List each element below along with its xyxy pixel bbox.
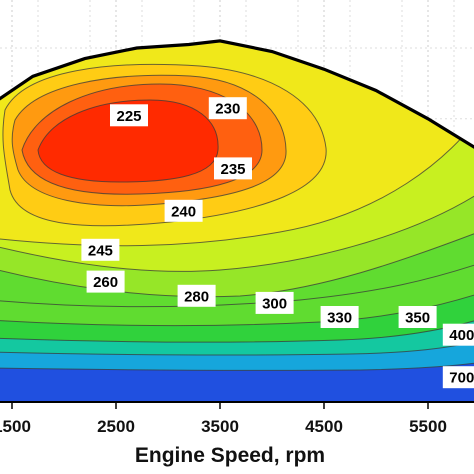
contour-line-230	[21, 83, 263, 195]
contour-label-text: 400	[449, 327, 474, 344]
contour-label-330: 330	[320, 306, 359, 328]
contour-label-box	[214, 157, 252, 180]
contour-line-280	[0, 40, 474, 298]
contour-label-280: 280	[177, 284, 216, 307]
contour-isolines	[0, 40, 474, 403]
contour-label-245: 245	[81, 238, 120, 261]
x-tick-label: 2500	[97, 417, 135, 436]
contour-label-text: 230	[215, 101, 240, 118]
contour-label-text: 225	[116, 108, 141, 125]
contour-label-box	[442, 323, 474, 346]
contour-label-text: 330	[327, 310, 352, 327]
contour-label-text: 240	[171, 203, 196, 220]
contour-label-box	[398, 306, 437, 328]
contour-label-text: 280	[184, 288, 209, 305]
contour-line-300	[0, 261, 474, 403]
contour-line-330	[0, 291, 474, 403]
contour-label-700: 700	[442, 366, 474, 389]
contour-label-text: 245	[88, 242, 113, 259]
contour-band-225	[38, 100, 219, 182]
contour-label-box	[177, 284, 216, 307]
contour-label-text: 300	[262, 295, 287, 312]
contour-line-240	[2, 63, 327, 227]
contour-line-260	[0, 40, 474, 272]
contour-label-box	[255, 291, 294, 314]
plot-area: 225 230 235 240 245 260 280 300 330 350 400 700	[0, 0, 474, 403]
contour-label-box	[81, 238, 120, 261]
contour-label-text: 700	[449, 370, 474, 387]
contour-label-260: 260	[86, 270, 125, 293]
x-axis-label: Engine Speed, rpm	[135, 444, 325, 467]
contour-line-245	[0, 40, 474, 247]
contour-label-235: 235	[214, 157, 252, 180]
contour-label-box	[164, 199, 203, 222]
contour-label-225: 225	[110, 104, 148, 127]
contour-label-230: 230	[208, 97, 247, 120]
contour-label-box	[86, 270, 125, 293]
contour-label-400: 400	[442, 323, 474, 346]
contour-label-300: 300	[255, 291, 294, 314]
x-tick-label: 1500	[0, 417, 31, 436]
x-axis-ticks: 1500 2500 3500 4500 5500	[0, 402, 447, 436]
contour-line-225	[37, 99, 219, 183]
contour-label-text: 235	[220, 161, 245, 178]
contour-label-350: 350	[398, 306, 437, 328]
contour-label-text: 350	[405, 310, 430, 327]
contour-label-box	[110, 104, 148, 127]
max-load-curve	[0, 39, 474, 149]
contour-label-box	[442, 366, 474, 389]
contour-line-700	[0, 361, 474, 403]
contour-line-235	[11, 74, 287, 207]
contour-labels: 225 230 235 240 245 260 280 300 330 350 400 700	[81, 97, 474, 389]
contour-label-box	[208, 97, 247, 120]
contour-label-text: 260	[93, 274, 118, 291]
contour-band-700	[0, 362, 474, 402]
contour-label-240: 240	[164, 199, 203, 222]
contour-label-box	[320, 306, 359, 328]
x-tick-label: 5500	[409, 417, 447, 436]
contour-fill-bands	[0, 40, 474, 402]
x-tick-label: 3500	[201, 417, 239, 436]
x-tick-label: 4500	[305, 417, 343, 436]
